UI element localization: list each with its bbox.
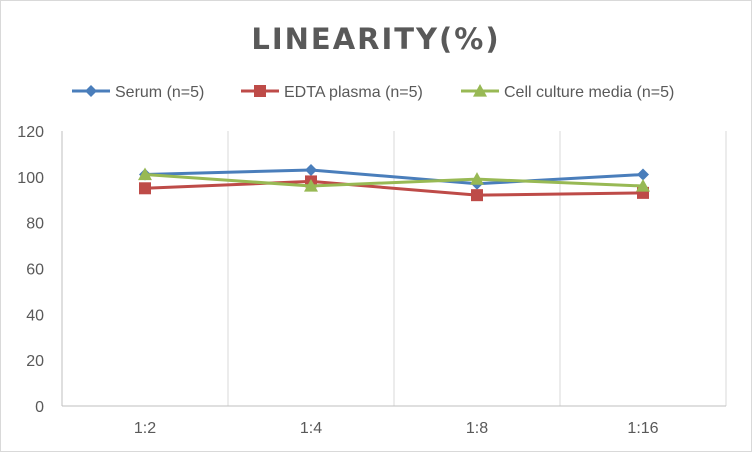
data-point-diamond [637,168,649,181]
legend-marker-diamond [85,85,97,97]
legend-marker-triangle [473,84,487,97]
data-point-triangle [304,179,318,192]
legend-label: EDTA plasma (n=5) [284,84,423,101]
data-point-triangle [470,172,484,185]
y-tick-label: 20 [26,353,44,370]
y-tick-label: 120 [17,124,44,141]
legend: Serum (n=5) EDTA plasma (n=5) Cell culture… [72,84,674,101]
y-axis-ticks: 0 20 40 60 80 100 120 [17,124,44,416]
x-tick-label: 1:2 [134,420,156,437]
data-point-triangle [138,167,152,181]
series-group [138,163,650,202]
legend-item: EDTA plasma (n=5) [241,84,423,101]
x-axis-ticks: 1:2 1:4 1:8 1:16 [134,420,659,437]
series-line [144,179,644,197]
y-tick-label: 0 [35,399,44,416]
chart-title: LINEARITY(%) [251,22,500,56]
legend-label: Cell culture media (n=5) [504,84,674,101]
series-3 [138,167,650,192]
data-point-diamond [305,163,317,176]
legend-item: Serum (n=5) [72,84,204,101]
data-point-triangle [636,179,650,192]
legend-item: Cell culture media (n=5) [461,84,674,101]
x-tick-label: 1:8 [466,420,488,437]
y-tick-label: 60 [26,262,44,279]
x-tick-label: 1:16 [627,420,658,437]
x-tick-label: 1:4 [300,420,322,437]
data-point-square [139,182,151,195]
series-line [144,168,644,186]
legend-marker-square [254,85,266,97]
y-tick-label: 40 [26,307,44,324]
data-point-square [471,189,483,202]
y-tick-label: 100 [17,170,44,187]
legend-label: Serum (n=5) [115,84,204,101]
y-tick-label: 80 [26,216,44,233]
series-line [144,173,644,188]
grid-lines [61,131,727,407]
